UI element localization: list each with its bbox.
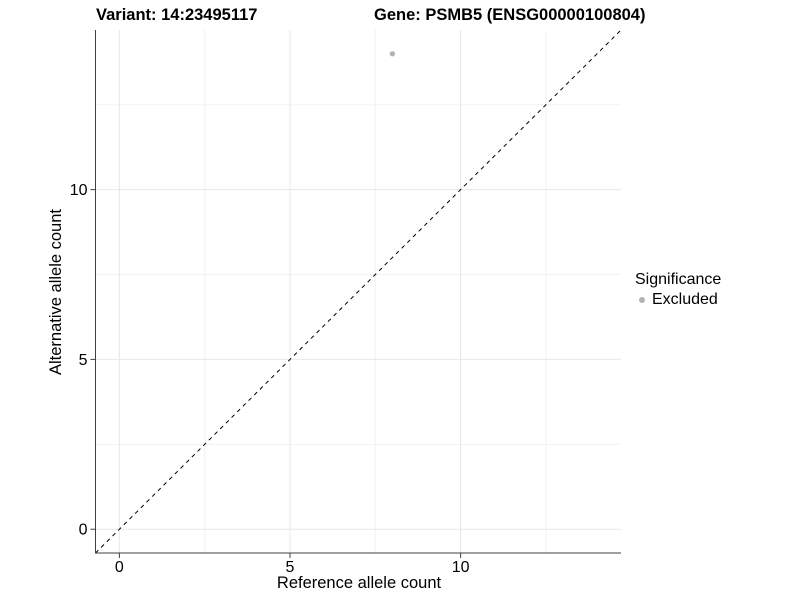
plot-title-variant: Variant: 14:23495117	[96, 6, 258, 24]
data-point	[389, 51, 396, 57]
legend: Significance Excluded	[635, 270, 721, 309]
identity-reference-line	[95, 29, 622, 554]
y-tick-label: 0	[79, 522, 88, 539]
x-axis-title: Reference allele count	[276, 574, 442, 592]
legend-item-label: Excluded	[652, 291, 718, 308]
x-tick-label: 0	[115, 559, 124, 576]
y-tick-label: 10	[70, 182, 88, 199]
x-tick-label: 5	[286, 559, 295, 576]
y-axis-title: Alternative allele count	[47, 209, 65, 376]
plot-title-gene: Gene: PSMB5 (ENSG00000100804)	[374, 6, 646, 24]
legend-title: Significance	[635, 271, 722, 288]
y-tick-label: 5	[79, 352, 88, 369]
legend-item-excluded: Excluded	[635, 290, 721, 309]
legend-key-dot-icon	[639, 296, 645, 303]
x-tick-label: 10	[452, 559, 470, 576]
